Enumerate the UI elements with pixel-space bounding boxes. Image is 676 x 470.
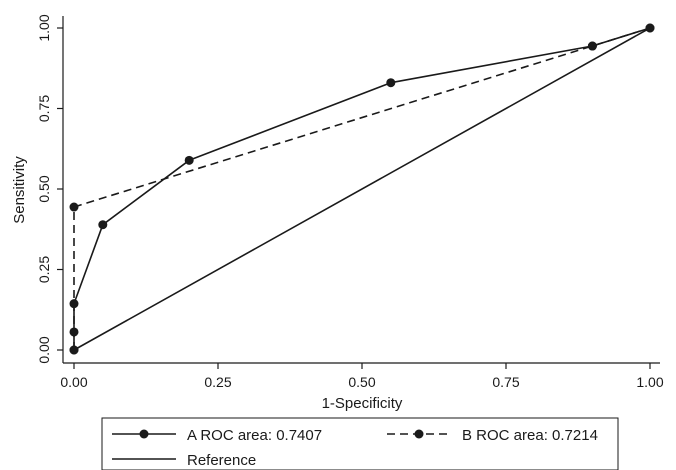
x-tick-label: 0.75 bbox=[492, 374, 519, 390]
series-reference-line bbox=[73, 27, 651, 351]
series-a-point bbox=[69, 327, 79, 337]
legend-label-reference: Reference bbox=[187, 452, 256, 469]
x-tick-label: 0.25 bbox=[204, 374, 231, 390]
legend-box bbox=[101, 417, 619, 470]
legend: A ROC area: 0.7407 B ROC area: 0.7214 Re… bbox=[101, 417, 619, 470]
y-tick-label: 1.00 bbox=[36, 14, 52, 41]
x-tick-label: 0.00 bbox=[60, 374, 87, 390]
x-tick-label: 1.00 bbox=[636, 374, 663, 390]
series-a-point bbox=[69, 299, 79, 309]
y-tick-label: 0.00 bbox=[36, 336, 52, 363]
y-axis-label: Sensitivity bbox=[11, 156, 28, 224]
series-a-point bbox=[184, 155, 194, 165]
series-a-line bbox=[73, 27, 651, 350]
x-axis-label: 1-Specificity bbox=[322, 395, 403, 412]
legend-swatch-a-marker bbox=[139, 429, 149, 439]
series-a-point bbox=[645, 23, 655, 33]
series-b-point bbox=[69, 202, 79, 212]
legend-swatch-b-marker bbox=[414, 429, 424, 439]
series-a-point bbox=[587, 41, 597, 51]
series-a-point bbox=[98, 220, 108, 230]
plot-area bbox=[69, 23, 655, 355]
series-a-point bbox=[386, 78, 396, 88]
legend-label-b: B ROC area: 0.7214 bbox=[462, 427, 598, 444]
axis-ticks: 0.00 0.25 0.50 0.75 1.00 0.00 0.25 0.50 0.75 1.00 bbox=[36, 14, 664, 390]
y-tick-label: 0.25 bbox=[36, 256, 52, 283]
series-a-point bbox=[69, 345, 79, 355]
y-tick-label: 0.50 bbox=[36, 175, 52, 202]
x-tick-label: 0.50 bbox=[348, 374, 375, 390]
y-tick-label: 0.75 bbox=[36, 95, 52, 122]
legend-label-a: A ROC area: 0.7407 bbox=[187, 427, 322, 444]
